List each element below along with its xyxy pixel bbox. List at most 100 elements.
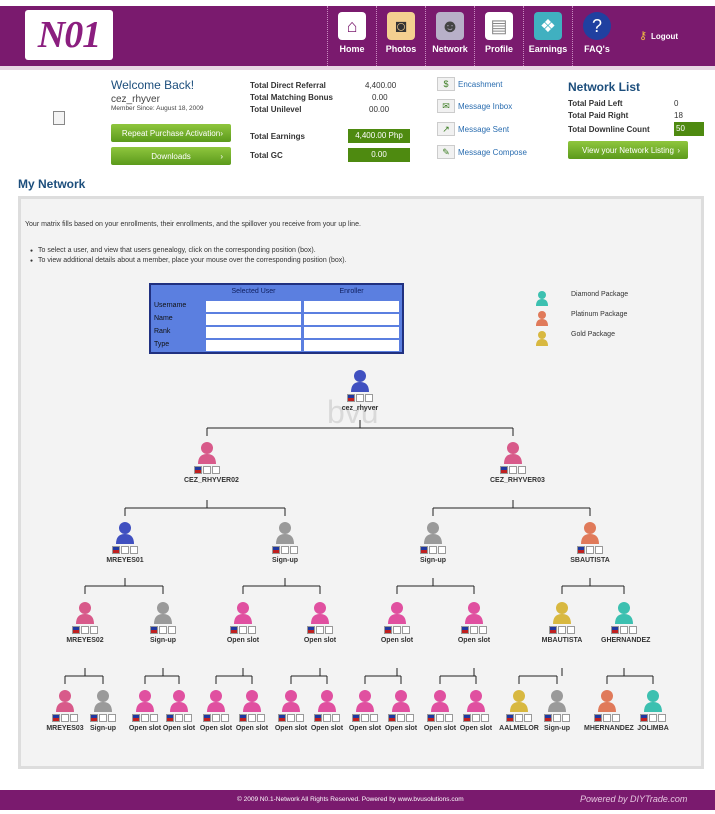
encashment-link[interactable]: $ Encashment <box>437 76 502 92</box>
node-action-icons[interactable] <box>70 626 100 634</box>
tree-node[interactable]: Sign-up <box>80 688 126 733</box>
info-icon[interactable] <box>518 466 526 474</box>
downloads-button[interactable]: Downloads › <box>111 147 231 165</box>
view-icon[interactable] <box>99 714 107 722</box>
tree-node[interactable]: Sign-up <box>410 520 456 565</box>
view-icon[interactable] <box>361 714 369 722</box>
view-icon[interactable] <box>203 466 211 474</box>
view-icon[interactable] <box>212 714 220 722</box>
info-icon[interactable] <box>296 714 304 722</box>
view-icon[interactable] <box>248 714 256 722</box>
nav-faqs[interactable]: ? FAQ's <box>572 6 621 66</box>
nav-home[interactable]: ⌂ Home <box>327 6 376 66</box>
tree-node[interactable]: AALMELOR <box>496 688 542 733</box>
info-icon[interactable] <box>479 626 487 634</box>
view-icon[interactable] <box>603 714 611 722</box>
tree-node[interactable]: MREYES02 <box>62 600 108 645</box>
view-icon[interactable] <box>515 714 523 722</box>
node-action-icons[interactable] <box>201 714 231 722</box>
node-action-icons[interactable] <box>498 466 528 474</box>
node-action-icons[interactable] <box>575 546 605 554</box>
info-icon[interactable] <box>612 714 620 722</box>
tree-node[interactable]: MREYES03 <box>42 688 88 733</box>
node-action-icons[interactable] <box>345 394 375 402</box>
info-icon[interactable] <box>290 546 298 554</box>
node-action-icons[interactable] <box>418 546 448 554</box>
tree-node[interactable]: JOLIMBA <box>630 688 676 733</box>
view-icon[interactable] <box>393 626 401 634</box>
node-action-icons[interactable] <box>305 626 335 634</box>
node-action-icons[interactable] <box>386 714 416 722</box>
tree-node[interactable]: MHERNANDEZ <box>584 688 634 733</box>
info-icon[interactable] <box>438 546 446 554</box>
node-action-icons[interactable] <box>638 714 668 722</box>
node-action-icons[interactable] <box>270 546 300 554</box>
node-action-icons[interactable] <box>192 466 222 474</box>
tree-node[interactable]: cez_rhyver <box>337 368 383 413</box>
nav-network[interactable]: ☻ Network <box>425 6 474 66</box>
node-action-icons[interactable] <box>350 714 380 722</box>
view-icon[interactable] <box>81 626 89 634</box>
view-icon[interactable] <box>470 626 478 634</box>
view-icon[interactable] <box>121 546 129 554</box>
node-action-icons[interactable] <box>88 714 118 722</box>
nav-profile[interactable]: ▤ Profile <box>474 6 523 66</box>
nav-earnings[interactable]: ❖ Earnings <box>523 6 572 66</box>
view-icon[interactable] <box>239 626 247 634</box>
tree-node[interactable]: Open slot <box>451 600 497 645</box>
node-action-icons[interactable] <box>542 714 572 722</box>
info-icon[interactable] <box>402 626 410 634</box>
info-icon[interactable] <box>445 714 453 722</box>
message-inbox-link[interactable]: ✉ Message Inbox <box>437 98 512 114</box>
tree-node[interactable]: Open slot <box>156 688 202 733</box>
message-sent-link[interactable]: ↗ Message Sent <box>437 121 509 137</box>
info-icon[interactable] <box>130 546 138 554</box>
view-icon[interactable] <box>429 546 437 554</box>
node-action-icons[interactable] <box>609 626 639 634</box>
tree-node[interactable]: Open slot <box>417 688 463 733</box>
node-action-icons[interactable] <box>228 626 258 634</box>
nav-photos[interactable]: ◙ Photos <box>376 6 425 66</box>
info-icon[interactable] <box>365 394 373 402</box>
message-compose-link[interactable]: ✎ Message Compose <box>437 144 527 160</box>
tree-node[interactable]: Open slot <box>297 600 343 645</box>
info-icon[interactable] <box>184 714 192 722</box>
tree-node[interactable]: MREYES01 <box>102 520 148 565</box>
footer-powered[interactable]: Powered by DIYTrade.com <box>580 794 688 804</box>
node-action-icons[interactable] <box>130 714 160 722</box>
node-action-icons[interactable] <box>425 714 455 722</box>
logout-link[interactable]: Logout <box>651 32 679 41</box>
tree-node[interactable]: Open slot <box>342 688 388 733</box>
tree-node[interactable]: Open slot <box>453 688 499 733</box>
tree-node[interactable]: CEZ_RHYVER02 <box>184 440 239 485</box>
view-icon[interactable] <box>323 714 331 722</box>
info-icon[interactable] <box>70 714 78 722</box>
tree-node[interactable]: Open slot <box>374 600 420 645</box>
info-icon[interactable] <box>370 714 378 722</box>
view-icon[interactable] <box>356 394 364 402</box>
node-action-icons[interactable] <box>382 626 412 634</box>
info-icon[interactable] <box>168 626 176 634</box>
node-action-icons[interactable] <box>312 714 342 722</box>
info-icon[interactable] <box>221 714 229 722</box>
tree-node[interactable]: GHERNANDEZ <box>601 600 650 645</box>
info-icon[interactable] <box>257 714 265 722</box>
info-icon[interactable] <box>481 714 489 722</box>
tree-node[interactable]: Open slot <box>122 688 168 733</box>
tree-node[interactable]: Open slot <box>378 688 424 733</box>
node-action-icons[interactable] <box>50 714 80 722</box>
view-icon[interactable] <box>509 466 517 474</box>
node-action-icons[interactable] <box>547 626 577 634</box>
node-action-icons[interactable] <box>592 714 622 722</box>
node-action-icons[interactable] <box>459 626 489 634</box>
tree-node[interactable]: MBAUTISTA <box>539 600 585 645</box>
info-icon[interactable] <box>248 626 256 634</box>
tree-node[interactable]: Sign-up <box>140 600 186 645</box>
info-icon[interactable] <box>658 714 666 722</box>
tree-node[interactable]: Open slot <box>304 688 350 733</box>
view-icon[interactable] <box>61 714 69 722</box>
view-icon[interactable] <box>316 626 324 634</box>
info-icon[interactable] <box>108 714 116 722</box>
view-icon[interactable] <box>649 714 657 722</box>
repeat-purchase-button[interactable]: Repeat Purchase Activation › <box>111 124 231 142</box>
